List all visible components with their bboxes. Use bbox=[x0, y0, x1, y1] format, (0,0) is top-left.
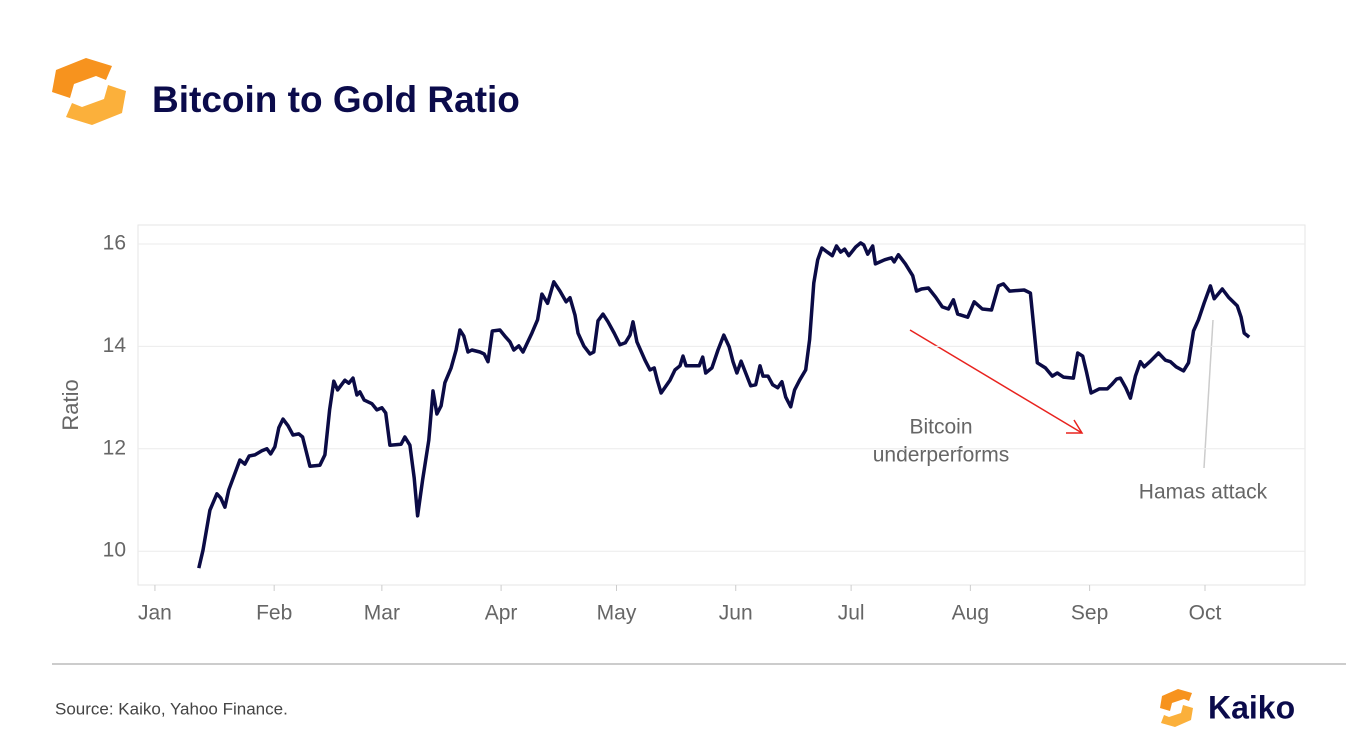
annotation: Hamas attack bbox=[1139, 481, 1268, 504]
y-tick-label: 14 bbox=[103, 334, 127, 357]
chart-title: Bitcoin to Gold Ratio bbox=[152, 79, 520, 120]
arrow-head bbox=[1066, 419, 1084, 434]
x-tick-label: Jun bbox=[719, 602, 753, 625]
brand-logo bbox=[1160, 689, 1193, 727]
x-tick-label: Oct bbox=[1189, 602, 1222, 625]
y-tick-label: 10 bbox=[103, 539, 126, 562]
x-tick-label: Sep bbox=[1071, 602, 1108, 625]
x-tick-label: Feb bbox=[256, 602, 292, 625]
x-tick-label: Jul bbox=[838, 602, 865, 625]
x-tick-label: Aug bbox=[952, 602, 989, 625]
logo bbox=[52, 58, 126, 125]
brand-name: Kaiko bbox=[1208, 689, 1295, 725]
x-tick-label: Jan bbox=[138, 602, 172, 625]
annotation-pointer bbox=[1203, 319, 1214, 469]
line-series bbox=[197, 241, 1251, 569]
source-note: Source: Kaiko, Yahoo Finance. bbox=[55, 699, 288, 718]
x-tick-label: Mar bbox=[364, 602, 400, 625]
annotation: underperforms bbox=[873, 444, 1010, 467]
annotation-arrow bbox=[909, 329, 1083, 434]
x-tick-label: May bbox=[597, 602, 637, 625]
x-tick-label: Apr bbox=[485, 602, 518, 625]
y-tick-label: 16 bbox=[103, 231, 126, 254]
annotation: Bitcoin bbox=[909, 416, 972, 439]
plot-frame bbox=[137, 224, 1306, 586]
y-tick-label: 12 bbox=[103, 436, 126, 459]
y-axis-label: Ratio bbox=[58, 379, 83, 430]
